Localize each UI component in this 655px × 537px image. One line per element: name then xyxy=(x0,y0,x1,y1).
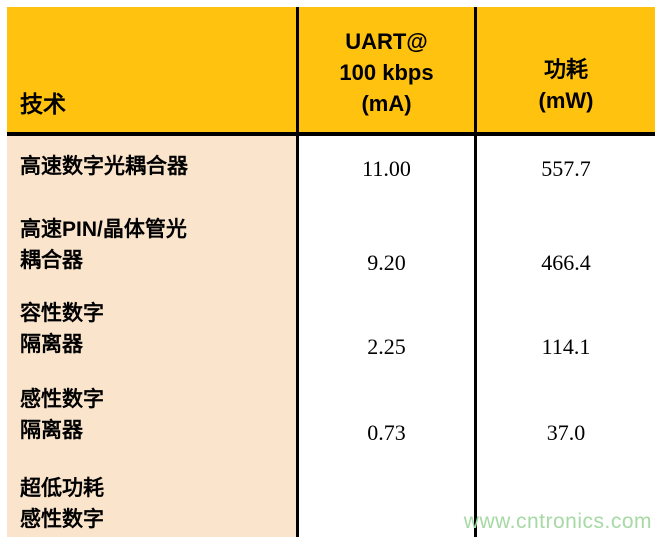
tech-name-cell: 感性数字 隔离器 xyxy=(7,370,296,456)
uart-current-cell: 11.00 xyxy=(296,136,474,192)
power-value-cell: 557.7 xyxy=(474,136,655,192)
power-value-cell: 466.4 xyxy=(474,192,655,286)
uart-current-cell: 2.25 xyxy=(296,286,474,370)
column-header-uart-current: UART@ 100 kbps (mA) xyxy=(296,7,474,136)
column-header-tech: 技术 xyxy=(7,7,296,136)
uart-current-cell: 0.02 xyxy=(296,456,474,537)
site-watermark: www.cntronics.com xyxy=(463,510,652,533)
uart-current-cell: 9.20 xyxy=(296,192,474,286)
column-header-power: 功耗 (mW) xyxy=(474,7,655,136)
tech-name-cell: 容性数字 隔离器 xyxy=(7,286,296,370)
power-value-cell: 37.0 xyxy=(474,370,655,456)
power-comparison-table: 技术 UART@ 100 kbps (mA) 功耗 (mW) 高速数字光耦合器 … xyxy=(7,7,655,537)
uart-current-cell: 0.73 xyxy=(296,370,474,456)
tech-name-cell: 高速数字光耦合器 xyxy=(7,136,296,192)
tech-name-cell: 超低功耗 感性数字 隔离器 xyxy=(7,456,296,537)
power-value-cell: 1.0 xyxy=(474,456,655,537)
tech-name-cell: 高速PIN/晶体管光 耦合器 xyxy=(7,192,296,286)
power-value-cell: 114.1 xyxy=(474,286,655,370)
